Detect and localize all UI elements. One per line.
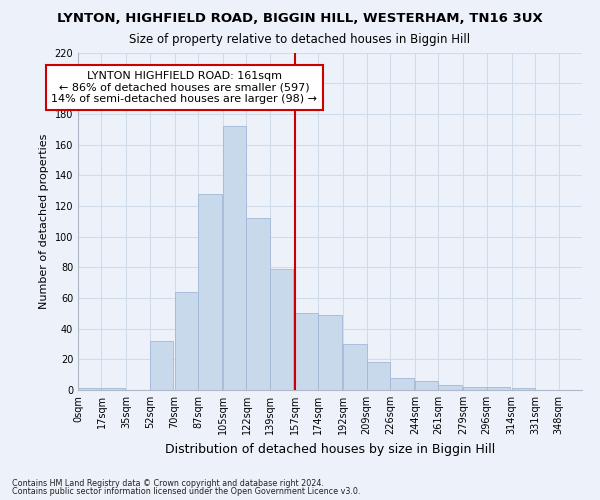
Bar xyxy=(343,344,367,390)
Bar xyxy=(512,388,535,390)
Bar xyxy=(439,386,462,390)
Bar xyxy=(198,194,221,390)
Text: Contains HM Land Registry data © Crown copyright and database right 2024.: Contains HM Land Registry data © Crown c… xyxy=(12,478,324,488)
Text: Size of property relative to detached houses in Biggin Hill: Size of property relative to detached ho… xyxy=(130,32,470,46)
Bar xyxy=(487,387,510,390)
Bar xyxy=(78,388,101,390)
Bar xyxy=(390,378,413,390)
Bar xyxy=(175,292,198,390)
Bar xyxy=(367,362,390,390)
Bar xyxy=(415,381,439,390)
Bar xyxy=(150,341,173,390)
Bar xyxy=(318,315,342,390)
X-axis label: Distribution of detached houses by size in Biggin Hill: Distribution of detached houses by size … xyxy=(165,442,495,456)
Text: LYNTON, HIGHFIELD ROAD, BIGGIN HILL, WESTERHAM, TN16 3UX: LYNTON, HIGHFIELD ROAD, BIGGIN HILL, WES… xyxy=(57,12,543,26)
Text: LYNTON HIGHFIELD ROAD: 161sqm
← 86% of detached houses are smaller (597)
14% of : LYNTON HIGHFIELD ROAD: 161sqm ← 86% of d… xyxy=(52,71,317,104)
Bar xyxy=(270,269,293,390)
Bar xyxy=(463,387,487,390)
Bar xyxy=(223,126,247,390)
Y-axis label: Number of detached properties: Number of detached properties xyxy=(39,134,49,309)
Bar xyxy=(247,218,270,390)
Bar xyxy=(101,388,125,390)
Bar xyxy=(295,314,318,390)
Text: Contains public sector information licensed under the Open Government Licence v3: Contains public sector information licen… xyxy=(12,487,361,496)
